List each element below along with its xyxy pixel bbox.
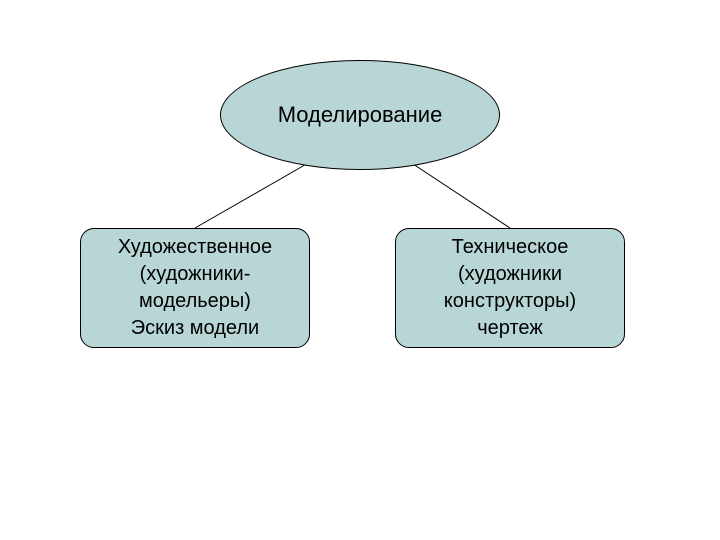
edge-root-left	[195, 162, 310, 228]
edge-root-right	[410, 162, 510, 228]
node-left: Художественное (художники- модельеры) Эс…	[80, 228, 310, 348]
node-root: Моделирование	[220, 60, 500, 170]
node-right-label: Техническое (художники конструкторы) чер…	[444, 234, 576, 342]
diagram-canvas: Моделирование Художественное (художники-…	[0, 0, 720, 540]
node-left-label: Художественное (художники- модельеры) Эс…	[118, 234, 272, 342]
node-right: Техническое (художники конструкторы) чер…	[395, 228, 625, 348]
node-root-label: Моделирование	[278, 102, 443, 128]
